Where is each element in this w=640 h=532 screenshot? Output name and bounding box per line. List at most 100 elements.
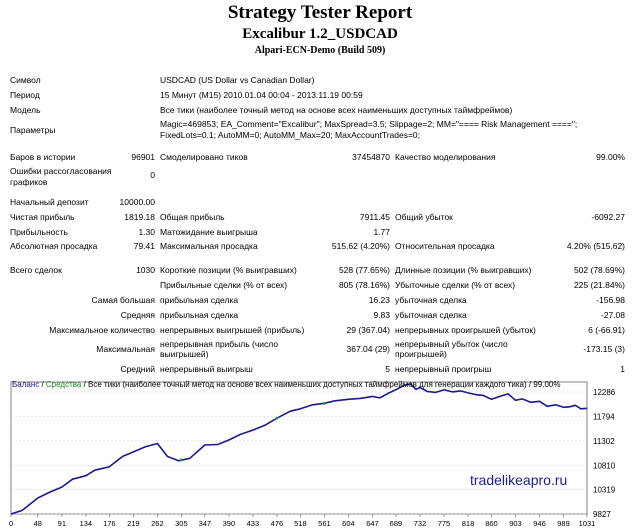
x-tick-label: 860 (485, 519, 498, 528)
max-cons-profit-label-2: выигрышей) (160, 349, 209, 359)
errors-label: Ошибки рассогласования графиков (10, 166, 112, 187)
params-label: Параметры (10, 125, 56, 135)
average-loss-value: -27.08 (600, 310, 625, 320)
x-tick-label: 689 (390, 519, 403, 528)
short-value: 528 (77.65%) (338, 265, 390, 275)
params-line2: FixedLots=0.1; AutoMM=0; AutoMM_Max=20; … (160, 130, 421, 140)
x-tick-label: 347 (199, 519, 212, 528)
net-profit-value: 1819.18 (124, 212, 155, 222)
max-cons-profit-value: 367.04 (29) (346, 344, 390, 354)
ticks-value: 37454870 (352, 152, 390, 162)
x-tick-label: 903 (509, 519, 522, 528)
max-cons-losses-label: непрерывных проигрышей (убыток) (395, 325, 536, 335)
symbol-label: Символ (10, 75, 41, 85)
largest-profit-label: прибыльная сделка (160, 295, 239, 305)
quality-label: Качество моделирования (395, 152, 496, 162)
plot-frame (10, 381, 588, 515)
x-tick-label: 561 (318, 519, 331, 528)
x-tick-label: 1031 (579, 519, 596, 528)
legend-equity: Средства (45, 380, 82, 389)
x-tick-label: 989 (557, 519, 570, 528)
y-tick-label: 10810 (593, 461, 616, 470)
y-tick-label: 12286 (593, 388, 616, 397)
total-trades-value: 1030 (136, 265, 155, 275)
gross-profit-label: Общая прибыль (160, 212, 225, 222)
net-profit-label: Чистая прибыль (10, 212, 75, 222)
profit-trades-label: Прибыльные сделки (% от всех) (160, 280, 288, 290)
legend-balance: Баланс (12, 380, 40, 389)
y-tick-label: 9827 (593, 510, 611, 519)
expected-payoff-label: Матожидание выигрыша (160, 227, 258, 237)
gross-loss-value: -6092.27 (591, 212, 625, 222)
x-tick-label: 176 (103, 519, 116, 528)
total-trades-label: Всего сделок (10, 265, 62, 275)
largest-loss-label: убыточная сделка (395, 295, 467, 305)
gross-profit-value: 7911.45 (359, 212, 390, 222)
max-cons-loss-label-2: проигрышей) (395, 349, 447, 359)
long-label: Длинные позиции (% выигравших) (395, 265, 532, 275)
model-value: Все тики (наиболее точный метод на основ… (160, 105, 513, 115)
long-value: 502 (78.69%) (573, 265, 625, 275)
y-tick-label: 11302 (593, 437, 615, 446)
x-tick-label: 476 (271, 519, 284, 528)
max-dd-value: 515.62 (4.20%) (331, 241, 390, 251)
bars-value: 96901 (131, 152, 155, 162)
x-tick-label: 305 (175, 519, 188, 528)
deposit-value: 10000.00 (119, 197, 155, 207)
max-dd-label: Максимальная просадка (160, 241, 258, 251)
equity-marker (275, 416, 279, 420)
params-line1: Magic=469853; EA_Comment="Excalibur"; Ma… (160, 119, 578, 129)
max-cons-wins-value: 29 (367.04) (346, 325, 390, 335)
x-tick-label: 0 (9, 519, 13, 528)
bars-label: Баров в истории (10, 152, 76, 162)
gross-loss-label: Общий убыток (395, 212, 453, 222)
deposit-label: Начальный депозит (10, 197, 89, 207)
max-cons-losses-value: 6 (-66.91) (588, 325, 625, 335)
period-label: Период (10, 90, 40, 100)
x-tick-label: 818 (462, 519, 475, 528)
symbol-value: USDCAD (US Dollar vs Canadian Dollar) (160, 75, 315, 85)
x-tick-label: 219 (127, 519, 140, 528)
watermark: tradelikeapro.ru (470, 472, 568, 488)
maximal-label: Максимальная (96, 344, 155, 354)
expected-payoff-value: 1.77 (373, 227, 390, 237)
x-tick-label: 390 (223, 519, 236, 528)
x-tick-label: 604 (342, 519, 355, 528)
x-tick-label: 134 (80, 519, 93, 528)
x-tick-label: 518 (294, 519, 307, 528)
legend-description: / Все тики (наиболее точный метод на осн… (81, 380, 561, 389)
avg-cons-losses-label: непрерывный проигрыш (395, 364, 492, 374)
report-server: Alpari-ECN-Demo (Build 509) (254, 45, 386, 56)
loss-trades-label: Убыточные сделки (% от всех) (395, 280, 516, 290)
x-tick-label: 91 (58, 519, 66, 528)
avg-cons-wins-label: непрерывный выигрыш (160, 364, 253, 374)
x-tick-label: 433 (247, 519, 260, 528)
max-cons-wins-label: непрерывных выигрышей (прибыль) (160, 325, 305, 335)
quality-value: 99.00% (596, 152, 625, 162)
max-count-label: Максимальное количество (49, 325, 155, 335)
max-cons-loss-label-1: непрерывный убыток (число (395, 339, 508, 349)
rel-dd-value: 4.20% (515.62) (566, 241, 625, 251)
abs-dd-label: Абсолютная просадка (10, 241, 98, 251)
max-cons-loss-value: -173.15 (3) (583, 344, 625, 354)
rel-dd-label: Относительная просадка (395, 241, 495, 251)
short-label: Короткие позиции (% выигравших) (160, 265, 297, 275)
abs-dd-value: 79.41 (133, 241, 155, 251)
avg-cons-label: Средний (120, 364, 155, 374)
ticks-label: Смоделировано тиков (160, 152, 248, 162)
avg-cons-losses-value: 1 (620, 364, 625, 374)
max-cons-profit-label-1: непрерывная прибыль (число (160, 339, 279, 349)
x-tick-label: 775 (438, 519, 451, 528)
largest-loss-value: -156.98 (596, 295, 625, 305)
model-label: Модель (10, 105, 41, 115)
avg-cons-wins-value: 5 (385, 364, 390, 374)
y-tick-label: 11794 (593, 412, 615, 421)
x-tick-label: 732 (414, 519, 427, 528)
average-profit-value: 9.83 (373, 310, 390, 320)
x-tick-label: 946 (533, 519, 546, 528)
profit-trades-value: 805 (78.16%) (338, 280, 390, 290)
profit-factor-label: Прибыльность (10, 227, 68, 237)
equity-marker (179, 458, 183, 462)
y-tick-label: 10319 (593, 486, 616, 495)
x-tick-label: 48 (34, 519, 42, 528)
